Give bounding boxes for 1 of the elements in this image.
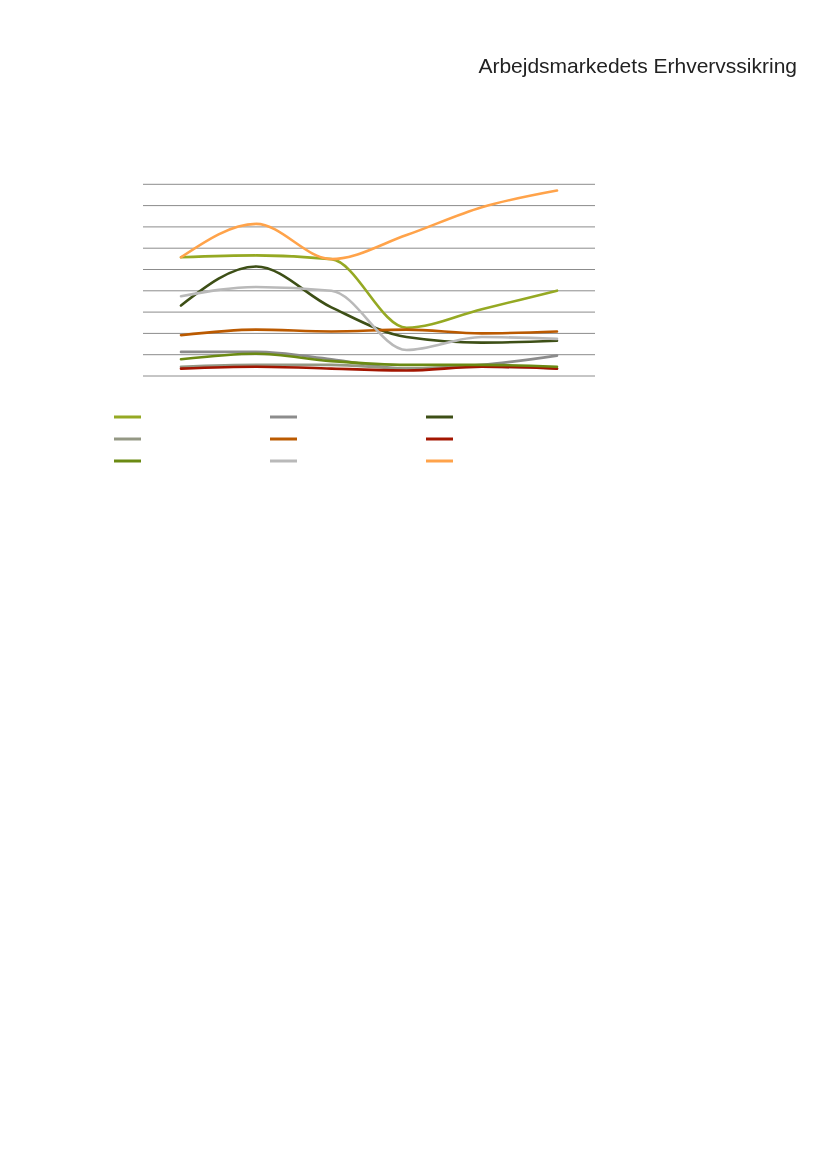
text: Arbejdsmarkedets Erhvervssikring	[478, 54, 797, 77]
